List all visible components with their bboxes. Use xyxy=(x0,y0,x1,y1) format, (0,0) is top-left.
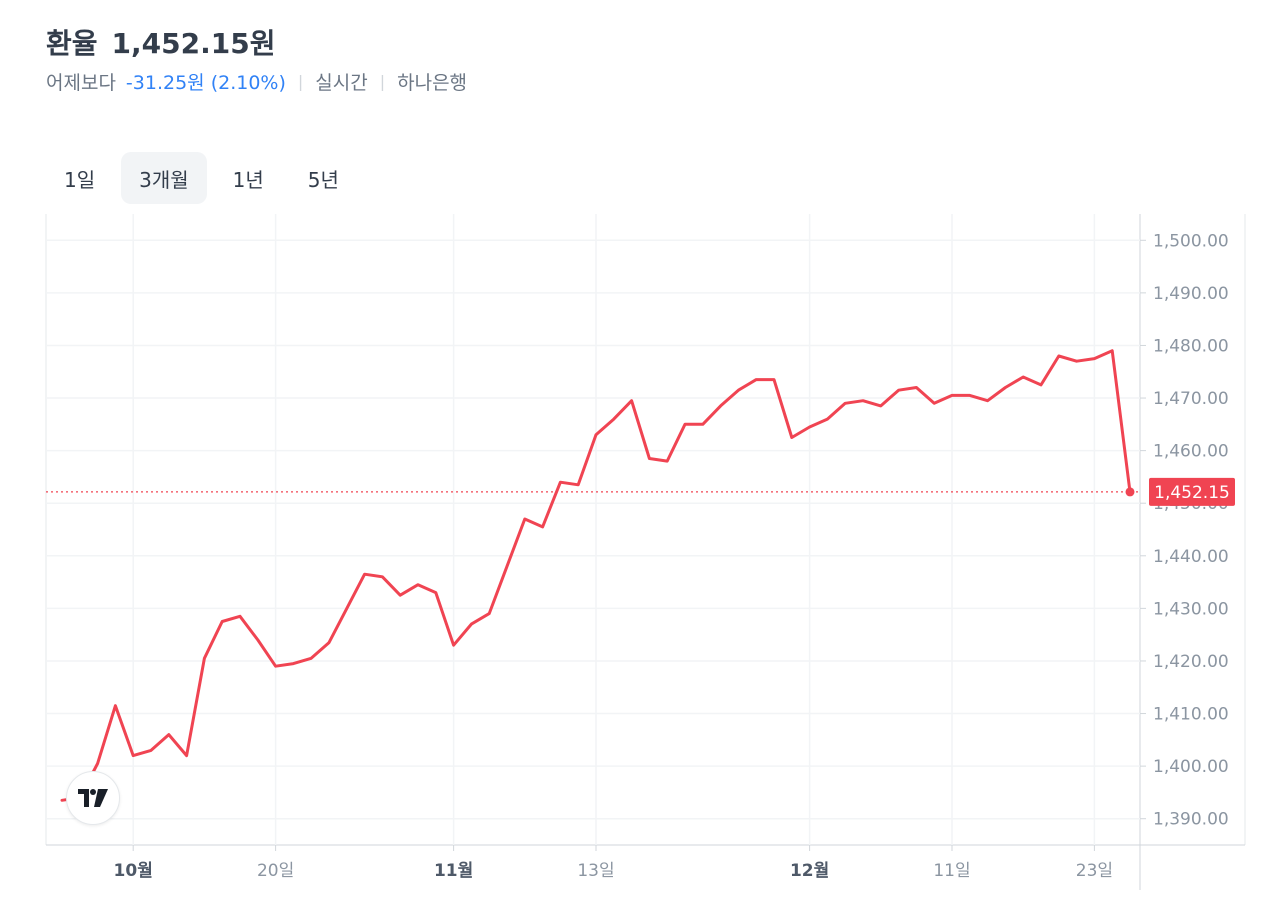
y-tick-label: 1,490.00 xyxy=(1153,284,1229,304)
x-tick-label: 11일 xyxy=(933,861,970,881)
current-point xyxy=(1125,487,1135,497)
current-price-badge xyxy=(1149,477,1235,506)
x-tick-label: 13일 xyxy=(577,861,614,881)
compare-label: 어제보다 xyxy=(46,72,116,94)
exchange-rate-line xyxy=(60,349,1132,802)
x-tick-label: 23일 xyxy=(1076,861,1113,881)
tab-3-months[interactable]: 3개월 xyxy=(121,152,207,204)
title-row: 환율 1,452.15원 xyxy=(46,22,275,62)
y-tick-label: 1,390.00 xyxy=(1153,810,1229,830)
current-price-label: 1,452.15 xyxy=(1154,483,1230,503)
tab-1-year[interactable]: 1년 xyxy=(232,167,264,192)
exchange-rate-value: 1,452.15원 xyxy=(111,27,276,60)
page-title: 환율 xyxy=(46,27,98,60)
y-tick-label: 1,430.00 xyxy=(1153,599,1229,619)
x-tick-label: 10월 xyxy=(114,861,153,881)
x-tick-label: 12월 xyxy=(790,861,829,881)
tradingview-logo-icon[interactable] xyxy=(66,771,120,825)
y-tick-label: 1,500.00 xyxy=(1153,231,1229,251)
mode-label: 실시간 xyxy=(315,72,368,94)
tradingview-logo-glyph xyxy=(78,789,108,807)
divider: | xyxy=(297,72,304,91)
y-tick-label: 1,460.00 xyxy=(1153,442,1229,462)
x-tick-label: 20일 xyxy=(257,861,294,881)
y-tick-label: 1,400.00 xyxy=(1153,757,1229,777)
period-tabs: 1일 3개월 1년 5년 xyxy=(46,152,357,204)
y-tick-label: 1,420.00 xyxy=(1153,652,1229,672)
y-tick-label: 1,480.00 xyxy=(1153,336,1229,356)
x-tick-label: 11월 xyxy=(434,861,473,881)
change-value: -31.25원 (2.10%) xyxy=(125,72,286,94)
y-tick-label: 1,410.00 xyxy=(1153,705,1229,725)
divider: | xyxy=(379,72,386,91)
sub-info-row: 어제보다 -31.25원 (2.10%) | 실시간 | 하나은행 xyxy=(46,68,467,95)
source-label: 하나은행 xyxy=(397,72,468,94)
y-tick-label: 1,470.00 xyxy=(1153,389,1229,409)
tab-5-years[interactable]: 5년 xyxy=(307,167,339,192)
tab-1-day[interactable]: 1일 xyxy=(64,167,96,192)
y-tick-label: 1,440.00 xyxy=(1153,547,1229,567)
